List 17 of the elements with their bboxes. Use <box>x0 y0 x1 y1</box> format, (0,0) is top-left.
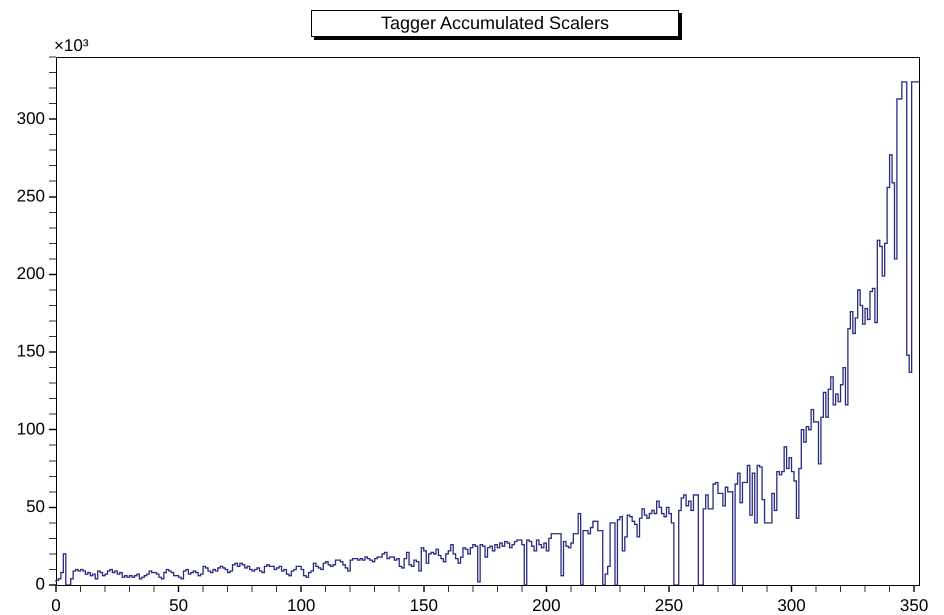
x-tick-label: 200 <box>532 596 561 615</box>
y-tick-label: 200 <box>16 264 45 284</box>
y-tick-label: 150 <box>16 342 45 361</box>
x-tick-label: 150 <box>410 596 438 615</box>
x-tick-label: 0 <box>51 596 61 615</box>
x-tick-label: 350 <box>900 596 928 615</box>
y-tick-label: 0 <box>36 574 45 594</box>
x-tick-label: 50 <box>169 596 188 615</box>
x-tick-label: 250 <box>654 596 684 615</box>
y-tick-label: 300 <box>16 108 45 128</box>
x-tick-label: 300 <box>777 596 806 615</box>
y-axis-title: ×10³ <box>54 36 89 56</box>
y-tick-label: 250 <box>16 186 45 206</box>
y-tick-label: 100 <box>16 419 45 438</box>
x-tick-label: 100 <box>286 596 316 615</box>
y-tick-label: 50 <box>26 497 45 516</box>
chart-title: Tagger Accumulated Scalers <box>311 10 679 37</box>
